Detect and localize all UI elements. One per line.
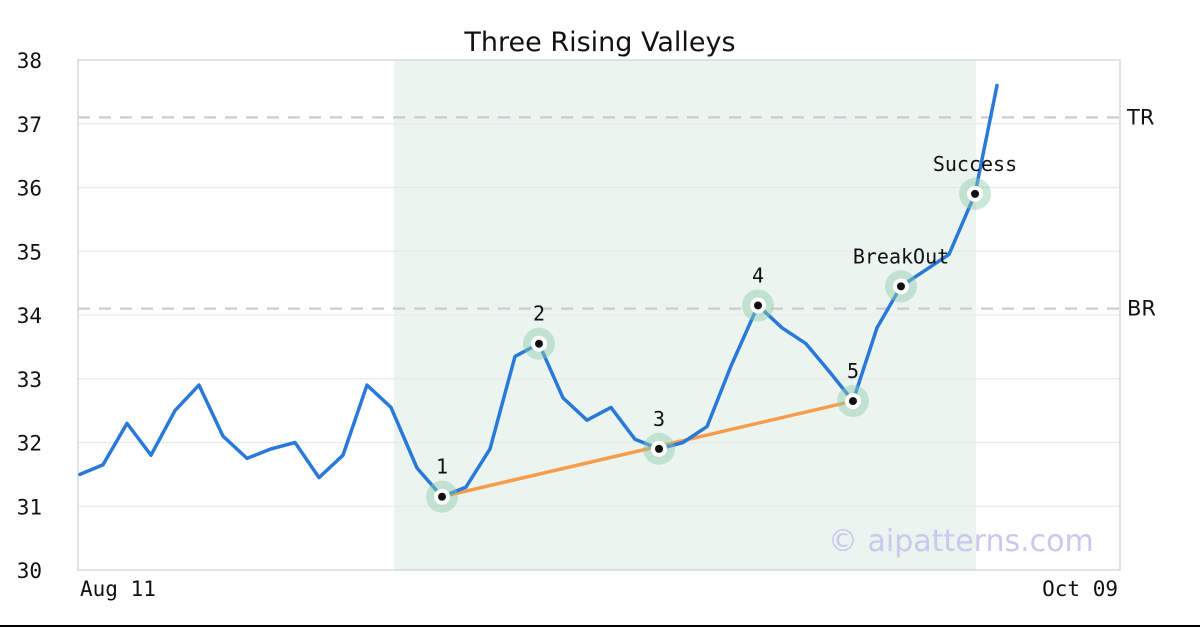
key-point-label: 5: [847, 359, 859, 383]
gridlines: [78, 123, 1120, 507]
trendline: [440, 399, 855, 499]
key-point-dot: [438, 492, 446, 501]
key-point-label: Success: [933, 152, 1017, 176]
footer-divider-line: [0, 625, 1200, 627]
y-tick-label: 32: [17, 432, 42, 456]
x-tick-right: Oct 09: [1042, 577, 1118, 601]
y-tick-label: 36: [17, 177, 42, 201]
level-label: BR: [1127, 297, 1156, 321]
key-point-dot: [754, 301, 762, 310]
x-tick-left: Aug 11: [80, 577, 156, 601]
key-point-label: 4: [752, 263, 764, 287]
level-lines: TR BR: [78, 105, 1156, 321]
y-tick-label: 30: [17, 559, 42, 583]
key-point-dot: [971, 189, 979, 198]
key-point-dot: [897, 282, 905, 291]
y-tick-label: 34: [17, 304, 42, 328]
level-label: TR: [1126, 105, 1154, 129]
key-point-label: BreakOut: [853, 244, 949, 268]
key-point-label: 2: [533, 302, 545, 326]
key-point-label: 1: [436, 455, 448, 479]
key-point-dot: [655, 444, 663, 453]
y-tick-label: 37: [17, 113, 42, 137]
y-axis-labels: 38 37 36 35 34 33 32 31 30: [17, 49, 42, 583]
y-tick-label: 33: [17, 368, 42, 392]
key-point-dot: [849, 397, 857, 406]
chart-title: Three Rising Valleys: [463, 27, 735, 58]
key-point-label: 3: [653, 407, 665, 431]
key-points: 1 2 3 4 5 BreakOut Success: [426, 152, 1017, 513]
y-tick-label: 31: [17, 495, 42, 519]
plot-border: [77, 59, 1121, 571]
y-tick-label: 38: [17, 49, 42, 73]
key-point-dot: [535, 339, 543, 348]
watermark: © aipatterns.com: [828, 524, 1094, 559]
y-tick-label: 35: [17, 240, 42, 264]
